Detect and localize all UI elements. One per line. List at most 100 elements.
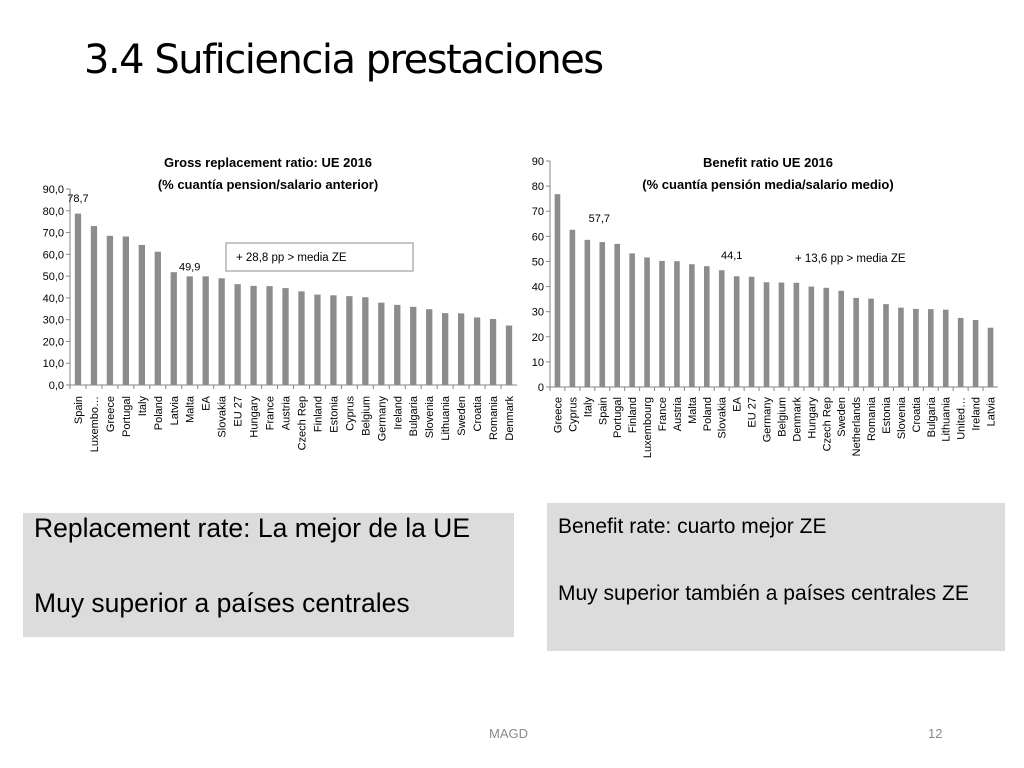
br-category-label: France <box>657 397 669 431</box>
grr-category-label: Slovenia <box>424 395 436 438</box>
br-annotation-text: + 13,6 pp > media ZE <box>795 253 906 265</box>
br-category-label: Netherlands <box>851 397 863 457</box>
br-bar-ea <box>733 276 740 387</box>
grr-bar-bulgaria <box>410 306 417 385</box>
replacement-rate-comment: Muy superior a países centrales <box>34 588 410 618</box>
grr-category-label: Latvia <box>169 395 181 425</box>
grr-y-tick-label: 90,0 <box>43 184 64 196</box>
br-bar-croatia <box>913 308 919 387</box>
br-chart-title-line: (% cuantía pensión media/salario medio) <box>642 177 893 192</box>
grr-bar-austria <box>282 288 289 385</box>
br-category-label: Malta <box>687 396 699 424</box>
br-category-label: Spain <box>597 397 609 425</box>
benefit-rate-comment: Muy superior también a países centrales … <box>558 582 969 605</box>
br-category-label: Finland <box>627 397 639 433</box>
br-data-label: 57,7 <box>589 213 610 225</box>
grr-category-label: Estonia <box>328 395 340 433</box>
br-bar-bulgaria <box>928 309 934 387</box>
grr-category-label: Bulgaria <box>408 395 420 436</box>
grr-y-tick-label: 80,0 <box>43 206 64 218</box>
gross-replacement-ratio-chart: Gross replacement ratio: UE 2016 (% cuant… <box>43 155 517 452</box>
grr-bar-hungary <box>250 285 257 385</box>
br-category-label: Ireland <box>971 397 983 431</box>
grr-category-label: Cyprus <box>344 396 356 431</box>
br-bar-ireland <box>972 319 979 387</box>
br-bar-lithuania <box>942 309 949 387</box>
br-y-tick-label: 40 <box>532 282 544 294</box>
br-y-tick-label: 90 <box>532 156 544 168</box>
br-category-label: Czech Rep <box>821 397 833 451</box>
grr-bar-malta <box>186 276 193 385</box>
grr-annotation-box <box>225 242 414 272</box>
grr-category-label: Poland <box>153 396 165 430</box>
br-y-tick-label: 10 <box>532 357 544 369</box>
grr-category-label: Slovakia <box>217 395 229 437</box>
grr-y-tick-label: 20,0 <box>43 336 64 348</box>
br-category-label: Austria <box>672 396 684 431</box>
grr-bar-croatia <box>473 317 481 385</box>
grr-bar-france <box>266 286 273 385</box>
slide-title: 3.4 Suficiencia prestaciones <box>84 37 604 83</box>
grr-category-label: Denmark <box>504 396 516 441</box>
grr-chart-title-line: (% cuantía pension/salario anterior) <box>158 177 378 192</box>
grr-category-label: Ireland <box>392 396 404 430</box>
replacement-rate-summary-box: Replacement rate: La mejor de la UE Muy … <box>23 513 514 637</box>
br-category-label: Sweden <box>836 397 848 437</box>
br-bar-slovenia <box>898 307 904 387</box>
br-bar-hungary <box>808 286 815 387</box>
br-bar-cyprus <box>569 229 576 387</box>
grr-category-label: EU 27 <box>233 396 245 427</box>
grr-category-label: Luxembo… <box>89 396 101 452</box>
grr-category-label: Czech Rep <box>296 396 308 450</box>
grr-bar-slovenia <box>426 309 433 385</box>
grr-bar-ea <box>202 276 209 385</box>
benefit-rate-summary-box: Benefit rate: cuarto mejor ZE Muy superi… <box>547 503 1005 651</box>
br-category-label: Lithuania <box>941 396 953 442</box>
br-category-label: Portugal <box>612 397 624 438</box>
grr-category-label: Austria <box>281 395 293 430</box>
grr-category-label: Italy <box>137 396 149 417</box>
br-bar-austria <box>674 261 680 387</box>
br-bar-latvia <box>987 327 994 387</box>
page-number: 12 <box>928 726 943 741</box>
benefit-ratio-chart: Benefit ratio UE 2016 (% cuantía pensión … <box>532 155 998 458</box>
grr-y-tick-label: 50,0 <box>43 271 64 283</box>
br-bar-denmark <box>793 282 800 387</box>
br-category-label: United… <box>956 397 968 440</box>
br-bar-italy <box>584 239 591 387</box>
br-bar-portugal <box>614 243 620 387</box>
grr-category-label: France <box>265 396 277 430</box>
grr-category-label: Portugal <box>121 396 133 437</box>
grr-bar-lithuania <box>442 313 449 385</box>
grr-bar-estonia <box>330 295 337 385</box>
br-category-label: Hungary <box>806 397 818 439</box>
br-y-tick-label: 80 <box>532 181 544 193</box>
grr-category-label: EA <box>201 395 213 410</box>
grr-bar-italy <box>138 244 145 385</box>
grr-bar-czech-rep <box>298 291 305 385</box>
grr-y-tick-label: 30,0 <box>43 315 64 327</box>
br-bar-romania <box>868 298 874 387</box>
grr-data-label: 49,9 <box>179 261 200 273</box>
br-bar-finland <box>629 253 635 387</box>
grr-bar-germany <box>378 302 385 385</box>
br-category-label: EU 27 <box>747 397 759 428</box>
grr-bar-greece <box>106 235 114 385</box>
br-y-tick-label: 60 <box>532 231 544 243</box>
br-y-tick-label: 50 <box>532 256 544 268</box>
br-bar-netherlands <box>853 297 859 387</box>
br-y-tick-label: 70 <box>532 206 544 218</box>
br-category-label: Belgium <box>776 397 788 437</box>
grr-bar-cyprus <box>346 296 353 385</box>
br-chart-title-line: Benefit ratio UE 2016 <box>703 155 833 170</box>
grr-bar-slovakia <box>218 278 225 385</box>
grr-data-label: 78,7 <box>67 193 88 205</box>
footer-text: MAGD <box>489 726 528 741</box>
br-bar-slovakia <box>718 270 725 387</box>
br-category-label: Slovenia <box>896 396 908 439</box>
grr-y-tick-label: 0,0 <box>49 380 64 392</box>
br-bar-czech-rep <box>823 287 830 387</box>
grr-category-label: Lithuania <box>440 395 452 441</box>
br-category-label: EA <box>732 396 744 411</box>
grr-category-label: Romania <box>488 395 500 440</box>
